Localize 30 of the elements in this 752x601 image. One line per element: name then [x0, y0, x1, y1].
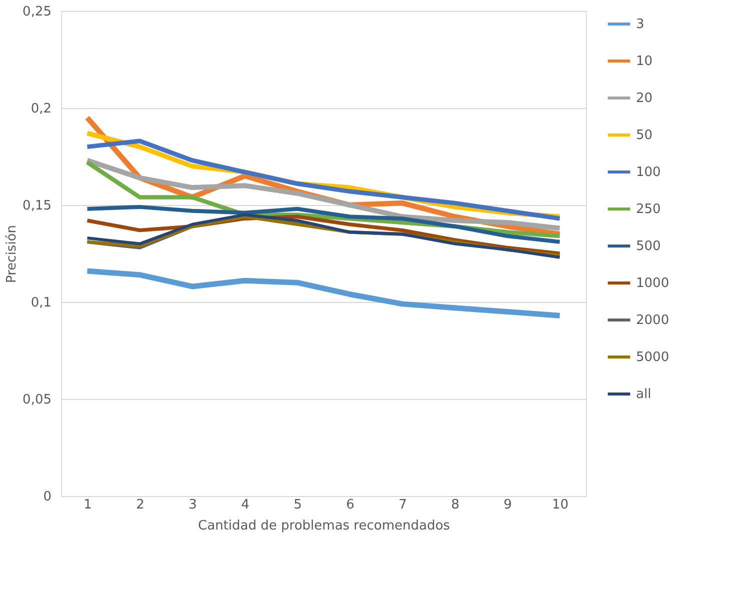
line-series: [85, 204, 562, 244]
y-tick-label: 0: [43, 490, 52, 504]
y-tick-label: 0,25: [22, 4, 52, 20]
x-tick-label: 8: [451, 498, 460, 512]
x-tick-label: 4: [241, 498, 250, 512]
legend-label: 250: [636, 202, 661, 217]
legend-label: 50: [636, 128, 653, 143]
x-axis-title: Cantidad de problemas recomendados: [198, 518, 450, 534]
legend-label: 20: [636, 91, 653, 106]
y-tick-label: 0,15: [22, 198, 52, 214]
y-tick-label: 0,1: [30, 296, 52, 310]
y-tick-label: 0,2: [30, 102, 52, 116]
y-tick-label: 0,05: [22, 392, 52, 408]
x-tick-label: 2: [136, 498, 144, 512]
legend-label: 500: [636, 239, 661, 254]
x-tick-label: 10: [552, 498, 569, 512]
legend-label: all: [636, 387, 652, 402]
legend-label: 10: [636, 54, 653, 69]
legend-label: 1000: [636, 276, 670, 291]
legend-label: 5000: [636, 350, 670, 365]
legend-label: 3: [636, 17, 644, 32]
x-tick-label: 6: [346, 498, 354, 512]
x-tick-label: 1: [84, 498, 92, 512]
legend-label: 100: [636, 165, 661, 180]
x-tick-label: 7: [398, 498, 407, 512]
x-tick-label: 5: [294, 498, 302, 512]
legend-label: 2000: [636, 313, 670, 328]
y-axis-title: Precisión: [4, 224, 20, 284]
x-tick-label: 3: [188, 498, 197, 512]
x-tick-label: 9: [504, 498, 512, 512]
